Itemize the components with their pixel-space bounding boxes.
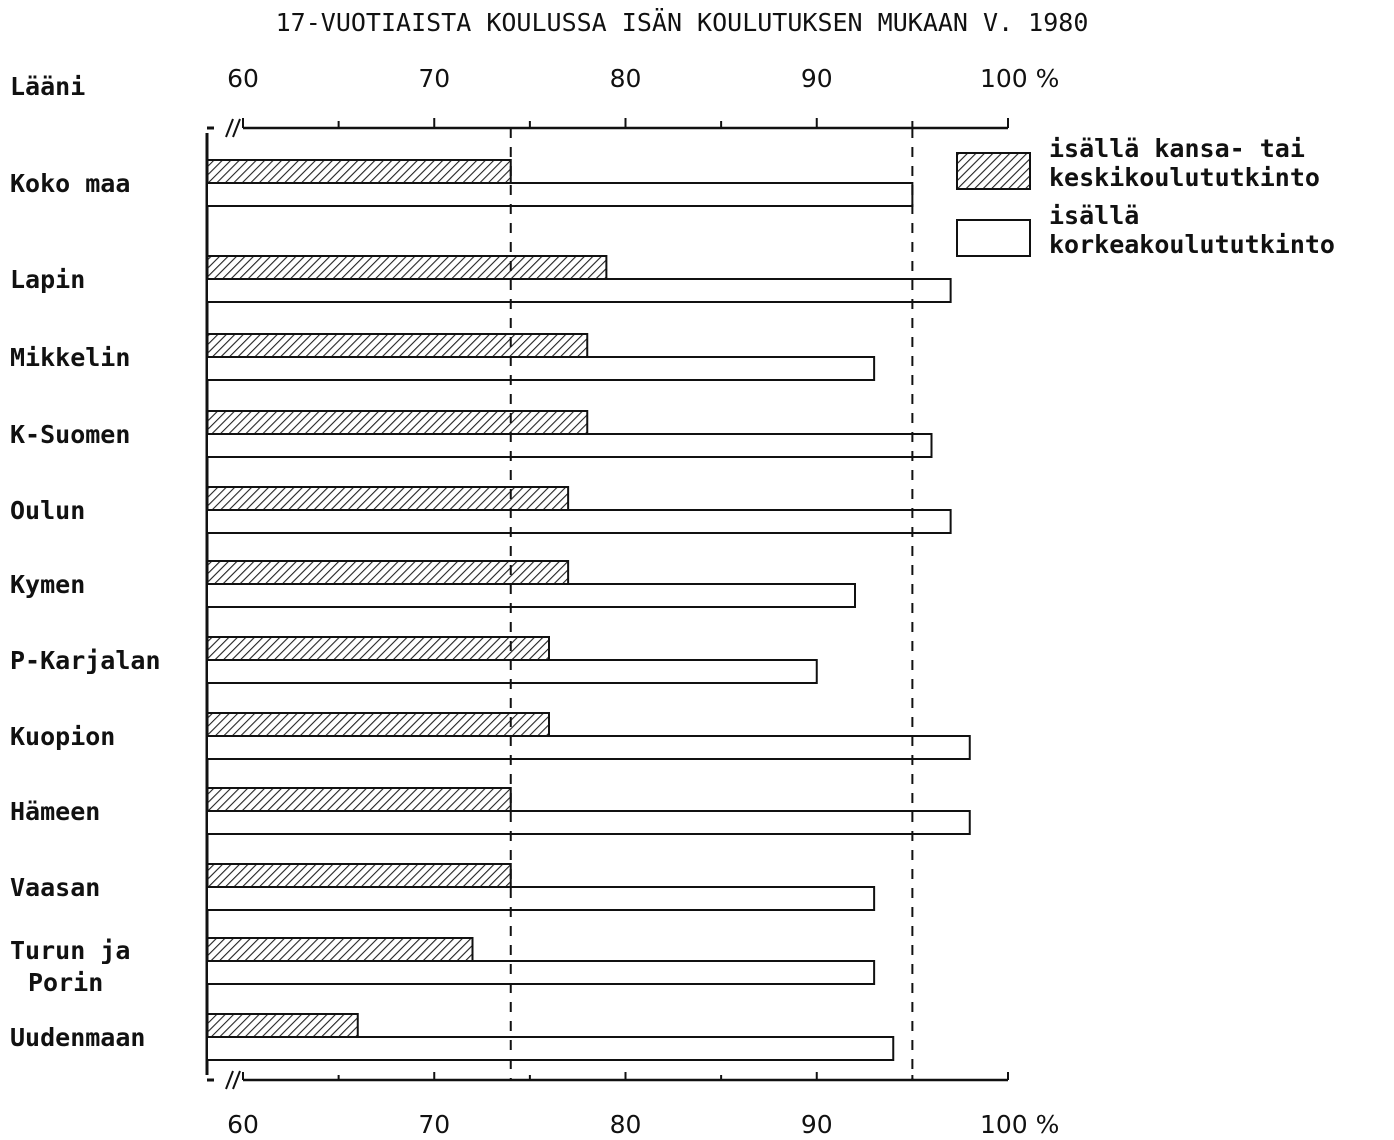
top-axis-break-mark	[232, 118, 241, 138]
bar-korkeakoulu	[206, 659, 818, 684]
category-label: Turun ja Porin	[10, 936, 130, 997]
category-label: K-Suomen	[10, 420, 130, 449]
category-label-line: Porin	[28, 968, 103, 997]
bar-kansa-keskikoulu	[206, 787, 512, 812]
bar-kansa-keskikoulu	[206, 937, 474, 962]
bottom-axis-break-mark	[225, 1070, 234, 1090]
bar-kansa-keskikoulu	[206, 560, 570, 585]
top-tick-label: 80	[610, 64, 642, 93]
bar-kansa-keskikoulu	[206, 333, 589, 358]
bar-korkeakoulu	[206, 735, 971, 760]
category-label: Koko maa	[10, 169, 130, 198]
top-axis-break-mark	[225, 118, 234, 138]
legend: isällä kansa- tai keskikoulututkintoisäll…	[956, 134, 1335, 259]
legend-swatch-white	[956, 219, 1031, 257]
bar-korkeakoulu	[206, 278, 952, 303]
bars-layer	[206, 159, 971, 1061]
bar-korkeakoulu	[206, 810, 971, 835]
bar-korkeakoulu	[206, 182, 914, 207]
bar-korkeakoulu	[206, 1036, 895, 1061]
bar-korkeakoulu	[206, 960, 876, 985]
bottom-tick-label: 100 %	[980, 1110, 1059, 1139]
bar-kansa-keskikoulu	[206, 410, 589, 435]
category-label: Vaasan	[10, 873, 100, 902]
category-label: Mikkelin	[10, 343, 130, 372]
bar-korkeakoulu	[206, 433, 933, 458]
legend-label-line: isällä	[1049, 201, 1139, 230]
bottom-tick-label: 70	[418, 1110, 450, 1139]
legend-label-line: isällä kansa- tai	[1049, 134, 1305, 163]
bottom-tick-label: 90	[801, 1110, 833, 1139]
bar-kansa-keskikoulu	[206, 159, 512, 184]
category-label: Uudenmaan	[10, 1023, 145, 1052]
chart-title: 17-VUOTIAISTA KOULUSSA ISÄN KOULUTUKSEN …	[276, 8, 1089, 37]
legend-label: isällä kansa- tai keskikoulututkinto	[1049, 134, 1320, 192]
legend-label-line: korkeakoulututkinto	[1049, 230, 1335, 259]
top-tick-label: 60	[227, 64, 259, 93]
category-label: Lapin	[10, 265, 85, 294]
category-label: Hämeen	[10, 797, 100, 826]
bar-kansa-keskikoulu	[206, 636, 550, 661]
bar-kansa-keskikoulu	[206, 1013, 359, 1038]
category-labels-layer: Koko maa Lapin Mikkelin K-Suomen Oulun Kymen P…	[10, 169, 161, 1052]
bar-korkeakoulu	[206, 356, 876, 381]
legend-swatch-hatched	[956, 152, 1031, 190]
bar-korkeakoulu	[206, 583, 856, 608]
category-axis-label: Lääni	[10, 72, 85, 101]
bar-korkeakoulu	[206, 886, 876, 911]
category-label: Oulun	[10, 496, 85, 525]
reference-lines-layer	[509, 128, 914, 1080]
category-label: P-Karjalan	[10, 646, 161, 675]
bar-korkeakoulu	[206, 509, 952, 534]
bar-kansa-keskikoulu	[206, 863, 512, 888]
bar-kansa-keskikoulu	[206, 712, 550, 737]
bottom-axis-break-mark	[232, 1070, 241, 1090]
bottom-tick-label: 60	[227, 1110, 259, 1139]
axes-layer: 60 70 80 90 100 % 60 70 80 90 100 %	[205, 64, 1059, 1139]
category-label: Kuopion	[10, 722, 115, 751]
legend-label: isällä korkeakoulututkinto	[1049, 201, 1335, 259]
bar-kansa-keskikoulu	[206, 255, 608, 280]
legend-label-line: keskikoulututkinto	[1049, 163, 1320, 192]
top-tick-label: 90	[801, 64, 833, 93]
top-tick-label: 100 %	[980, 64, 1059, 93]
bar-kansa-keskikoulu	[206, 486, 570, 511]
top-tick-label: 70	[418, 64, 450, 93]
category-label-line: Turun ja	[10, 936, 130, 965]
category-label: Kymen	[10, 570, 85, 599]
bottom-tick-label: 80	[610, 1110, 642, 1139]
